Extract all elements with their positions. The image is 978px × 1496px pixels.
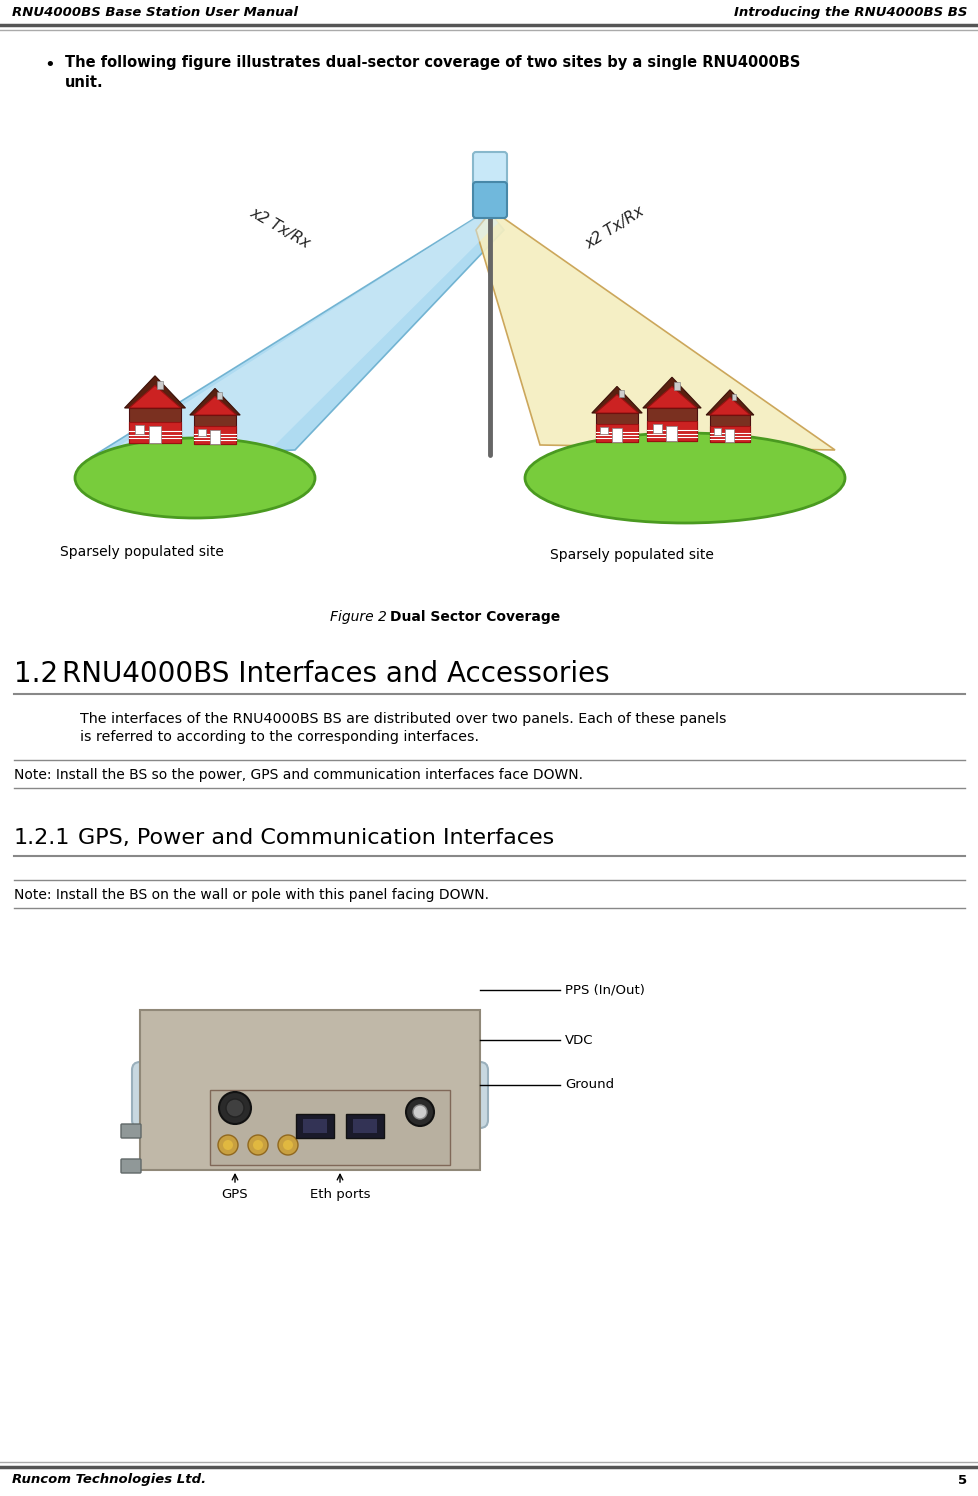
Text: 1.2: 1.2 [14, 660, 58, 688]
Polygon shape [90, 209, 504, 458]
Circle shape [283, 1140, 292, 1150]
Bar [709, 426, 749, 441]
Text: Ground: Ground [564, 1079, 613, 1092]
Polygon shape [129, 386, 181, 408]
Polygon shape [475, 209, 834, 450]
Text: Note: Install the BS so the power, GPS and communication interfaces face DOWN.: Note: Install the BS so the power, GPS a… [14, 767, 583, 782]
Circle shape [406, 1098, 433, 1126]
Text: Figure 2: Figure 2 [330, 610, 404, 624]
Ellipse shape [524, 432, 844, 524]
Bar [149, 426, 160, 443]
Bar [709, 414, 749, 441]
Text: Sparsely populated site: Sparsely populated site [60, 545, 224, 560]
Bar [666, 425, 677, 441]
Text: RNU4000BS Base Station User Manual: RNU4000BS Base Station User Manual [12, 6, 297, 18]
Bar [674, 381, 679, 389]
Bar [210, 1091, 450, 1165]
Polygon shape [709, 398, 749, 414]
Text: Introducing the RNU4000BS BS: Introducing the RNU4000BS BS [733, 6, 966, 18]
Text: RNU4000BS Interfaces and Accessories: RNU4000BS Interfaces and Accessories [62, 660, 609, 688]
Text: is referred to according to the corresponding interfaces.: is referred to according to the correspo… [80, 730, 478, 744]
Polygon shape [643, 377, 700, 408]
Circle shape [218, 1135, 238, 1155]
Bar [353, 1119, 377, 1132]
Ellipse shape [75, 438, 315, 518]
Circle shape [223, 1140, 233, 1150]
Text: Dual Sector Coverage: Dual Sector Coverage [389, 610, 559, 624]
Polygon shape [190, 389, 240, 414]
Text: Note: Install the BS on the wall or pole with this panel facing DOWN.: Note: Install the BS on the wall or pole… [14, 889, 488, 902]
Bar [135, 425, 144, 434]
Bar [194, 414, 236, 443]
Text: GPS: GPS [221, 1188, 248, 1201]
Bar [210, 431, 219, 443]
Text: VDC: VDC [564, 1034, 593, 1047]
Circle shape [252, 1140, 263, 1150]
Polygon shape [124, 375, 185, 408]
Text: unit.: unit. [65, 75, 104, 90]
Polygon shape [646, 386, 696, 408]
Text: The following figure illustrates dual-sector coverage of two sites by a single R: The following figure illustrates dual-se… [65, 55, 800, 70]
Bar [611, 428, 621, 441]
FancyBboxPatch shape [121, 1123, 141, 1138]
Bar [646, 408, 696, 441]
FancyBboxPatch shape [132, 1062, 487, 1128]
Bar [194, 426, 236, 443]
Text: GPS, Power and Communication Interfaces: GPS, Power and Communication Interfaces [78, 827, 554, 848]
Text: 5: 5 [956, 1474, 966, 1487]
Bar [600, 426, 607, 434]
Bar [129, 408, 181, 443]
Polygon shape [592, 386, 642, 413]
FancyBboxPatch shape [345, 1115, 383, 1138]
Bar [595, 413, 638, 441]
FancyBboxPatch shape [472, 183, 507, 218]
Bar [199, 429, 205, 437]
Text: Sparsely populated site: Sparsely populated site [550, 548, 713, 562]
Circle shape [247, 1135, 268, 1155]
Circle shape [226, 1100, 244, 1118]
Polygon shape [194, 396, 236, 414]
Text: x2 Tx/Rx: x2 Tx/Rx [247, 205, 312, 251]
Bar [217, 392, 221, 399]
Circle shape [278, 1135, 297, 1155]
Polygon shape [595, 395, 638, 413]
Bar [714, 428, 721, 435]
Text: Runcom Technologies Ltd.: Runcom Technologies Ltd. [12, 1474, 206, 1487]
Text: PPS (In/Out): PPS (In/Out) [564, 983, 645, 996]
Bar [140, 1010, 479, 1170]
Bar [646, 422, 696, 441]
FancyBboxPatch shape [295, 1115, 333, 1138]
Bar [129, 422, 181, 443]
FancyBboxPatch shape [121, 1159, 141, 1173]
FancyBboxPatch shape [472, 153, 507, 188]
Bar [652, 423, 661, 432]
Circle shape [219, 1092, 250, 1123]
Bar [731, 393, 735, 399]
Text: The interfaces of the RNU4000BS BS are distributed over two panels. Each of thes: The interfaces of the RNU4000BS BS are d… [80, 712, 726, 726]
Text: x2 Tx/Rx: x2 Tx/Rx [582, 203, 646, 251]
Text: •: • [44, 55, 55, 73]
Bar [725, 429, 734, 441]
Circle shape [413, 1106, 426, 1119]
Bar [302, 1119, 327, 1132]
Bar [618, 390, 623, 396]
Polygon shape [100, 209, 498, 458]
Polygon shape [705, 390, 753, 414]
Text: 1.2.1: 1.2.1 [14, 827, 70, 848]
Bar [157, 380, 163, 389]
Bar [595, 425, 638, 441]
Text: Eth ports: Eth ports [309, 1188, 370, 1201]
